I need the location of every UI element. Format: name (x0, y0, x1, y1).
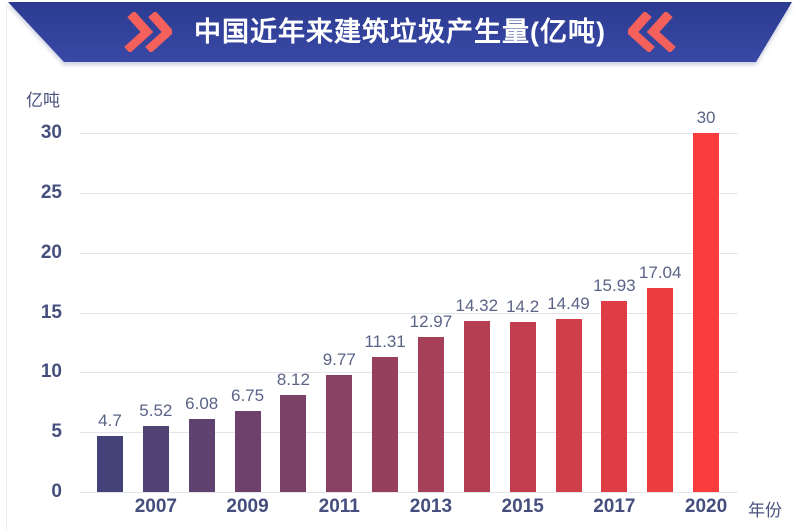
bar-value-label: 9.77 (322, 350, 356, 370)
bar-value-label: 8.12 (276, 369, 310, 389)
bar (463, 320, 490, 492)
bar-value-label: 4.7 (98, 410, 122, 430)
bar-value-label: 12.97 (409, 311, 453, 331)
bar-value-label: 14.32 (455, 295, 499, 315)
bar (188, 419, 215, 492)
bar (601, 301, 628, 492)
double-chevron-right-icon (124, 12, 172, 52)
x-tick-label: 2007 (134, 496, 177, 517)
bar-value-label: 14.49 (547, 293, 590, 313)
x-tick-label: 2013 (409, 496, 453, 517)
bar (417, 336, 444, 492)
bar (234, 411, 261, 492)
y-tick-label: 25 (40, 181, 62, 203)
bar (280, 394, 307, 492)
gridline (80, 252, 738, 254)
gridline (80, 372, 738, 374)
card-left-edge (6, 4, 7, 530)
page-title: 中国近年来建筑垃圾产生量(亿吨) (194, 16, 606, 47)
gridline (80, 133, 738, 134)
bar-value-label: 11.31 (364, 331, 406, 351)
y-tick-label: 10 (40, 361, 62, 383)
y-tick-label: 30 (40, 122, 62, 143)
y-tick-label: 15 (40, 301, 62, 323)
bar (372, 356, 399, 492)
bar (693, 133, 720, 492)
bar (142, 425, 169, 492)
bar-value-label: 30 (696, 108, 716, 127)
bar-value-label: 14.2 (506, 297, 540, 317)
gridline (80, 492, 738, 493)
bar (647, 288, 674, 492)
y-axis-unit-label: 亿吨 (26, 91, 60, 110)
y-tick-label: 0 (51, 481, 62, 502)
y-tick-label: 5 (51, 421, 62, 443)
x-tick-label: 2015 (501, 496, 544, 517)
y-tick-label: 20 (40, 241, 62, 263)
bar-value-label: 6.75 (231, 386, 265, 406)
bar-value-label: 17.04 (638, 263, 682, 283)
bar (97, 435, 123, 492)
gridline (80, 192, 738, 194)
x-tick-label: 2009 (226, 496, 269, 517)
bar-value-label: 15.93 (593, 276, 636, 296)
x-axis-label: 年份 (748, 501, 782, 520)
bar-value-label: 6.08 (185, 394, 219, 414)
double-chevron-left-icon (627, 12, 676, 52)
bar (326, 375, 353, 492)
gridline (80, 312, 738, 314)
bar-value-label: 5.52 (139, 400, 173, 420)
bar (555, 318, 582, 492)
bar (509, 322, 536, 492)
title-banner-shape: 中国近年来建筑垃圾产生量(亿吨) (8, 2, 792, 62)
x-tick-label: 2011 (318, 496, 360, 517)
gridline (80, 432, 738, 434)
x-tick-label: 2017 (593, 496, 636, 517)
title-banner: 中国近年来建筑垃圾产生量(亿吨) (0, 0, 800, 66)
x-tick-label: 2020 (684, 496, 728, 517)
